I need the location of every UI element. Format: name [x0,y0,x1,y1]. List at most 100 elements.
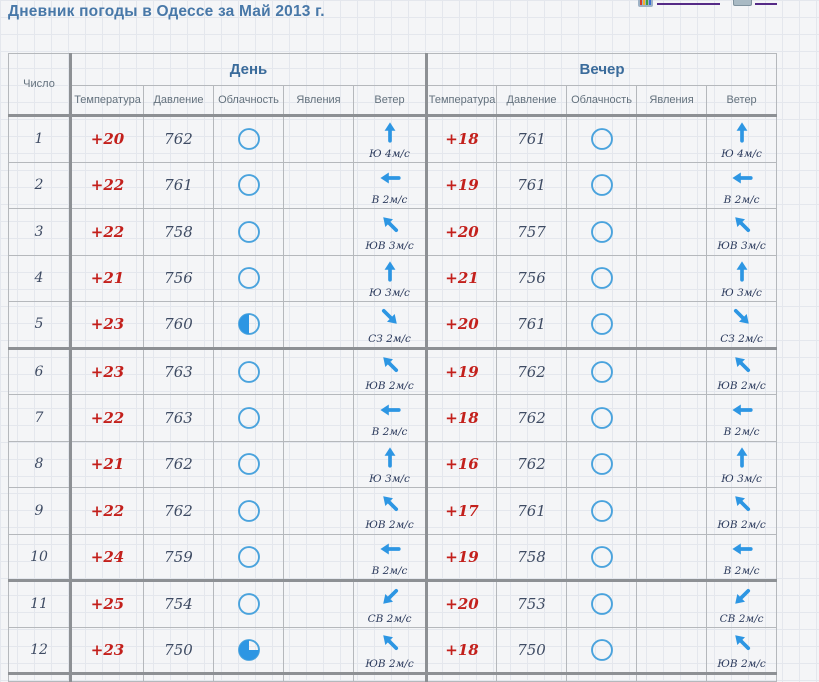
day-wind-cell: СЗ 2м/с [352,301,428,350]
print-link[interactable] [733,0,777,10]
cloud-clear-icon [568,450,636,478]
day-temperature-cell: +20 [69,115,144,163]
diary-table-body: 1 +20 762 Ю 4м/с +18 761 Ю 4м/с 2 +22 761 В 2м/с +1… [8,115,778,682]
wind-label: СЗ 2м/с [720,332,763,345]
date-cell: 12 [8,626,71,675]
wind-label: В 2м/с [371,565,408,577]
day-pressure-cell: 762 [143,440,214,488]
wind-label: СЗ 2м/с [368,332,411,345]
cloud-clear-icon [568,636,636,664]
evening-wind-cell: СВ 2м/с [706,580,778,628]
day-phenomena-cell [283,626,354,675]
evening-wind-cell: В 2м/с [706,161,778,209]
date-cell: 6 [8,347,71,395]
cloud-clear-icon [215,218,283,246]
wind-label: ЮВ 3м/с [365,240,414,252]
cloud-clear-icon [568,310,636,338]
cloud-clear-icon [568,171,636,199]
evening-phenomena-cell [636,208,708,256]
table-row: 12 +23 750 ЮВ 2м/с +18 750 ЮВ 2м/с [8,626,778,675]
table-row: 10 +24 759 В 2м/с +19 758 В 2м/с [8,533,778,582]
evening-pressure-cell: 753 [496,580,568,628]
day-wind-cell: Ю 3м/с [352,440,428,488]
evening-wind-cell: СЗ 2м/с [706,301,778,350]
date-cell: 9 [8,487,71,535]
day-temperature-cell: +22 [69,394,144,442]
date-cell: 11 [8,580,71,628]
wind-label: ЮВ 2м/с [365,380,414,392]
table-row: 2 +22 761 В 2м/с +19 761 В 2м/с [8,161,778,209]
cloud-clear-icon [568,218,636,246]
day-cloudiness-cell [213,580,284,628]
table-row: 8 +21 762 Ю 3м/с +16 762 Ю 3м/с [8,440,778,488]
print-icon [733,0,752,7]
day-cloudiness-cell [213,440,284,488]
wind-label: ЮВ 2м/с [717,658,766,670]
day-wind-cell: Ю 4м/с [352,115,428,163]
evening-pressure-cell: 761 [496,487,568,535]
cloud-clear-icon [568,404,636,432]
wind-arrow-up-icon [378,120,402,148]
evening-pressure-cell: 761 [496,301,568,350]
cloud-clear-icon [215,590,283,618]
show-chart-link[interactable] [638,0,720,10]
col-header-day-cloudiness: Облачность [213,85,284,117]
evening-pressure-cell: 761 [496,115,568,163]
evening-phenomena-cell [636,440,708,488]
wind-label: СВ 2м/с [719,612,764,625]
day-phenomena-cell [283,301,354,350]
wind-arrow-left-icon [378,166,402,194]
wind-label: ЮВ 2м/с [717,380,766,392]
wind-label: ЮВ 2м/с [717,519,766,531]
evening-cloudiness-cell [566,580,638,628]
cloud-clear-icon [568,590,636,618]
wind-label: Ю 3м/с [369,286,410,299]
evening-wind-cell: ЮВ 2м/с [706,626,778,675]
day-wind-cell: СВ 2м/с [352,580,428,628]
evening-pressure-cell: 762 [496,440,568,488]
cloud-clear-icon [215,358,283,386]
day-temperature-cell: +23 [69,626,144,675]
day-phenomena-cell [283,533,354,582]
day-wind-cell: ЮВ 2м/с [352,487,428,535]
cloud-clear-icon [215,125,283,153]
wind-label: Ю 4м/с [369,147,410,160]
wind-label: ЮВ 3м/с [717,240,766,252]
cloud-clear-icon [215,543,283,571]
col-header-day-phenomena: Явления [283,85,354,117]
table-row: 5 +23 760 СЗ 2м/с +20 761 СЗ 2м/с [8,301,778,350]
day-phenomena-cell [283,347,354,395]
evening-temperature-cell: +20 [425,580,498,628]
wind-label: Ю 4м/с [721,147,762,160]
cloud-three-quarter-icon [215,636,283,664]
evening-cloudiness-cell [566,394,638,442]
day-temperature-cell: +22 [69,161,144,209]
wind-arrow-down-left-icon [378,585,402,613]
col-header-day-temperature: Температура [69,85,144,117]
day-pressure-cell: 760 [143,301,214,350]
evening-cloudiness-cell [566,626,638,675]
evening-cloudiness-cell [566,161,638,209]
wind-arrow-down-right-icon [730,305,754,333]
date-cell: 8 [8,440,71,488]
cloud-clear-icon [568,358,636,386]
day-wind-cell: В 2м/с [352,394,428,442]
cloud-half-icon [215,310,283,338]
col-header-day-wind: Ветер [352,85,428,117]
day-temperature-cell: +21 [69,254,144,302]
day-cloudiness-cell [213,533,284,582]
wind-arrow-left-icon [730,166,754,194]
group-header-day: День [68,53,428,86]
day-phenomena-cell [283,161,354,209]
evening-phenomena-cell [636,347,708,395]
wind-label: ЮВ 2м/с [365,658,414,670]
page-title: Дневник погоды в Одессе за Май 2013 г. [8,3,325,20]
wind-arrow-up-icon [730,120,754,148]
evening-temperature-cell: +19 [425,347,498,395]
cloud-clear-icon [215,497,283,525]
day-pressure-cell: 762 [143,115,214,163]
evening-wind-cell: ЮВ 3м/с [706,208,778,256]
wind-label: ЮВ 2м/с [365,519,414,531]
group-header-evening: Вечер [425,53,778,86]
